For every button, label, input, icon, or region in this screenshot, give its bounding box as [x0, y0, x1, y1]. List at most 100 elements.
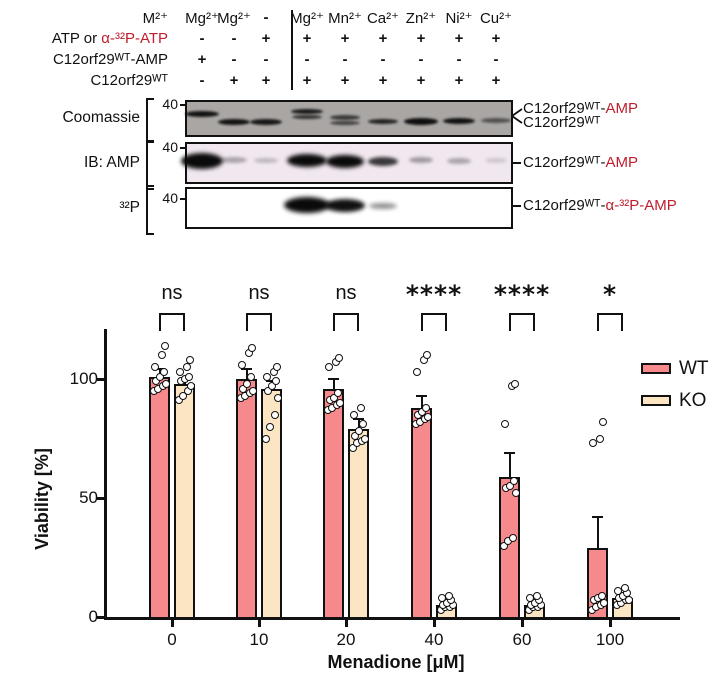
header-cell: - — [418, 51, 424, 68]
bar-wt-0 — [149, 376, 170, 619]
blot-band — [330, 115, 360, 120]
blot-band — [368, 157, 398, 166]
scatter-point — [511, 489, 520, 498]
bar-ko-20 — [348, 428, 369, 619]
band-label-coomassie-wt: C12orf29ᵂᵀ — [523, 115, 601, 131]
y-tick — [97, 616, 104, 619]
sig-label: **** — [493, 280, 551, 309]
scatter-point — [178, 391, 187, 400]
y-tick-label: 50 — [79, 488, 98, 507]
scatter-point — [237, 360, 246, 369]
header-row-atp-row: ATP or α-³²P-ATP - - + + + + + + + — [0, 30, 728, 48]
x-tick-label: 40 — [424, 630, 444, 649]
band-connector-icon — [512, 108, 523, 124]
scatter-point — [509, 477, 518, 486]
legend-label-wt: WT — [679, 358, 709, 379]
scatter-point — [159, 367, 168, 376]
blot-band — [326, 155, 364, 168]
scatter-point — [324, 363, 333, 372]
row-label-part: α-³²P-ATP — [101, 30, 168, 47]
sig-bracket-leg — [270, 313, 272, 331]
row-label-part: ATP or — [51, 30, 102, 47]
scatter-point — [160, 341, 169, 350]
band-label-text: C12orf29ᵂᵀ- — [523, 197, 606, 214]
bar-wt-40 — [411, 407, 432, 619]
scatter-point — [334, 353, 343, 362]
sig-label: ns — [248, 282, 270, 304]
blot-band — [485, 158, 507, 163]
header-cell: Ca²⁺ — [366, 10, 400, 27]
scatter-point — [265, 422, 274, 431]
scatter-point — [242, 379, 251, 388]
error-cap — [504, 451, 515, 454]
header-cell: + — [491, 30, 501, 47]
scatter-point — [444, 591, 453, 600]
blot-row-label-coomassie: Coomassie — [62, 109, 140, 126]
blot-band — [481, 118, 511, 123]
band-dash-icon — [512, 205, 521, 207]
scatter-point — [422, 351, 431, 360]
scatter-point — [261, 434, 270, 443]
sig-label: **** — [405, 280, 463, 309]
scatter-point — [360, 434, 369, 443]
band-label-red: α-³²P-AMP — [605, 197, 677, 214]
header-cell: - — [456, 51, 462, 68]
header-cell: Mg²⁺ — [185, 10, 219, 27]
sig-bracket — [421, 313, 447, 315]
scatter-point — [175, 367, 184, 376]
sig-bracket-leg — [421, 313, 423, 331]
scatter-point — [620, 584, 629, 593]
x-tick — [345, 620, 348, 627]
scatter-point — [262, 372, 271, 381]
blot-band — [409, 157, 433, 163]
blot-band — [284, 197, 330, 213]
scatter-point — [358, 420, 367, 429]
header-cell: - — [304, 51, 310, 68]
scatter-point — [500, 420, 509, 429]
header-cell: Mg²⁺ — [217, 10, 251, 27]
header-cell: + — [261, 72, 271, 89]
header-cell: + — [454, 30, 464, 47]
error-bar — [508, 452, 511, 477]
band-label-red: AMP — [605, 154, 639, 171]
x-tick-label: 10 — [249, 630, 269, 649]
scatter-point — [248, 386, 257, 395]
blot-band — [181, 153, 223, 169]
legend-swatch-ko — [641, 395, 671, 406]
sig-bracket — [509, 313, 535, 315]
error-cap — [416, 394, 427, 397]
blot-band — [254, 158, 278, 163]
x-tick-label: 100 — [595, 630, 625, 649]
header-cell: - — [199, 30, 205, 47]
band-label-text: C12orf29ᵂᵀ- — [523, 154, 606, 171]
scatter-point — [150, 363, 159, 372]
sig-bracket-leg — [621, 313, 623, 331]
scatter-point — [423, 413, 432, 422]
scatter-point — [270, 410, 279, 419]
header-cell: + — [416, 30, 426, 47]
blot-row-label-ib-amp: IB: AMP — [84, 154, 140, 171]
sig-bracket — [246, 313, 272, 315]
x-tick — [609, 620, 612, 627]
bar-wt-20 — [323, 388, 344, 619]
scatter-point — [595, 434, 604, 443]
scatter-point — [508, 534, 517, 543]
sig-label: ns — [335, 282, 357, 304]
scatter-point — [182, 363, 191, 372]
blot-band — [330, 121, 360, 125]
band-label-text: C12orf29ᵂᵀ — [523, 114, 601, 131]
scatter-point — [246, 372, 255, 381]
x-tick — [258, 620, 261, 627]
header-cell: Zn²⁺ — [405, 10, 437, 27]
scatter-point — [184, 372, 193, 381]
y-tick-label: 100 — [69, 369, 98, 388]
row-label-amp-protein-row: C12orf29ᵂᵀ-AMP — [0, 51, 168, 68]
blot-panel-ib-amp — [181, 142, 513, 184]
scatter-point — [247, 344, 256, 353]
band-label-p32: C12orf29ᵂᵀ-α-³²P-AMP — [523, 198, 677, 214]
marker-tick-icon — [180, 147, 185, 149]
blot-band — [404, 118, 438, 125]
bar-wt-10 — [236, 379, 257, 619]
blot-panel-p32 — [185, 187, 513, 229]
error-bar — [596, 517, 599, 548]
